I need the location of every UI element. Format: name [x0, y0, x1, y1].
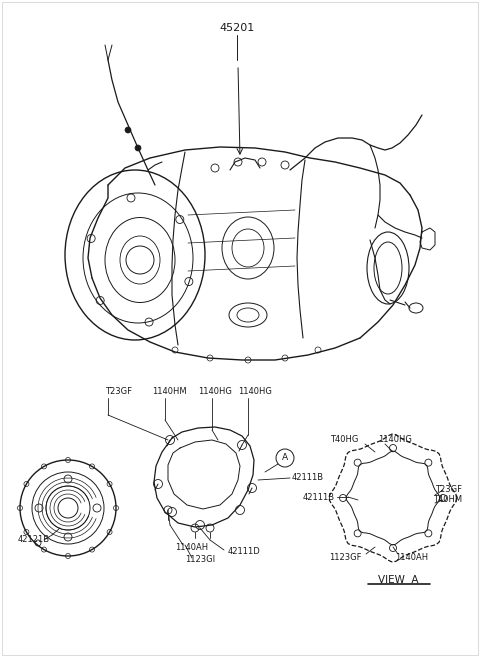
- Text: 1140HG: 1140HG: [198, 388, 232, 397]
- Text: 1140AH: 1140AH: [175, 543, 208, 553]
- Text: T40HM: T40HM: [433, 495, 462, 505]
- Text: 45201: 45201: [219, 23, 254, 33]
- Text: T23GF: T23GF: [105, 388, 132, 397]
- Text: 1140HG: 1140HG: [378, 436, 412, 445]
- Text: 42121B: 42121B: [18, 535, 50, 545]
- Text: 42111D: 42111D: [228, 547, 261, 556]
- Text: 1140HM: 1140HM: [152, 388, 187, 397]
- Text: 42111B: 42111B: [303, 493, 335, 503]
- Circle shape: [125, 127, 131, 133]
- Text: T23GF: T23GF: [435, 486, 462, 495]
- Text: 42111B: 42111B: [292, 474, 324, 482]
- Text: 1140AH: 1140AH: [395, 553, 428, 562]
- Text: VIEW  A: VIEW A: [378, 575, 418, 585]
- Text: 1140HG: 1140HG: [238, 388, 272, 397]
- Text: 1123GF: 1123GF: [329, 553, 362, 562]
- Text: 1123GI: 1123GI: [185, 556, 215, 564]
- Text: A: A: [282, 453, 288, 463]
- Circle shape: [135, 145, 141, 151]
- Text: T40HG: T40HG: [330, 436, 358, 445]
